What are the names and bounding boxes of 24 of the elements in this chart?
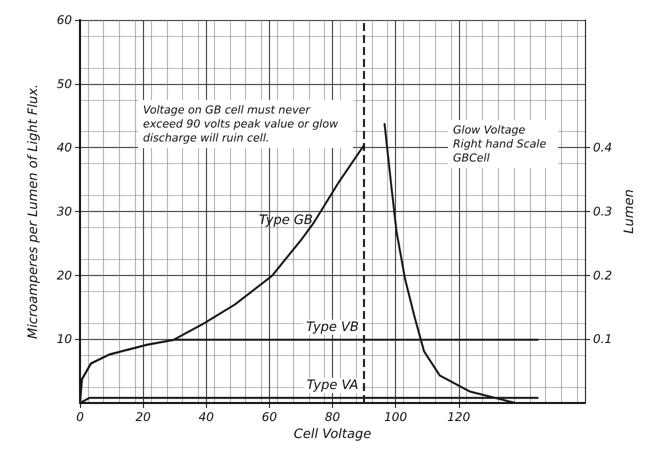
y-tick-label: 10 [56, 332, 72, 346]
y-axis-title: Microamperes per Lumen of Light Flux. [26, 84, 41, 340]
x-tick-label: 60 [262, 410, 278, 424]
x-tick-label: 20 [135, 410, 152, 424]
y-tick-label: 20 [56, 268, 72, 282]
annotation: Glow Voltage Right hand Scale GBCell [453, 124, 550, 164]
x-tick-label: 40 [198, 410, 214, 424]
y-tick-label: 60 [56, 13, 72, 27]
y2-axis-title: Lumen [622, 189, 637, 234]
series-label: Type VA [306, 378, 358, 393]
y-tick-label: 50 [56, 76, 72, 91]
x-tick-label: 120 [447, 410, 471, 424]
y2-tick-label: 0.3 [593, 204, 612, 218]
y-tick-label: 40 [56, 140, 72, 155]
y-tick-label: 30 [56, 204, 72, 218]
annotation: Voltage on GB cell must never exceed 90 volts peak value or glow discharge will ruin cell. [143, 104, 342, 144]
x-axis-title: Cell Voltage [294, 426, 372, 442]
x-tick-label: 100 [384, 410, 408, 424]
x-tick-label: 0 [76, 410, 84, 424]
y2-tick-label: 0.4 [593, 140, 612, 155]
y2-tick-label: 0.1 [593, 332, 612, 346]
series-label: Type VB [306, 320, 359, 335]
x-tick-label: 80 [324, 410, 340, 424]
y2-tick-label: 0.2 [593, 268, 612, 282]
